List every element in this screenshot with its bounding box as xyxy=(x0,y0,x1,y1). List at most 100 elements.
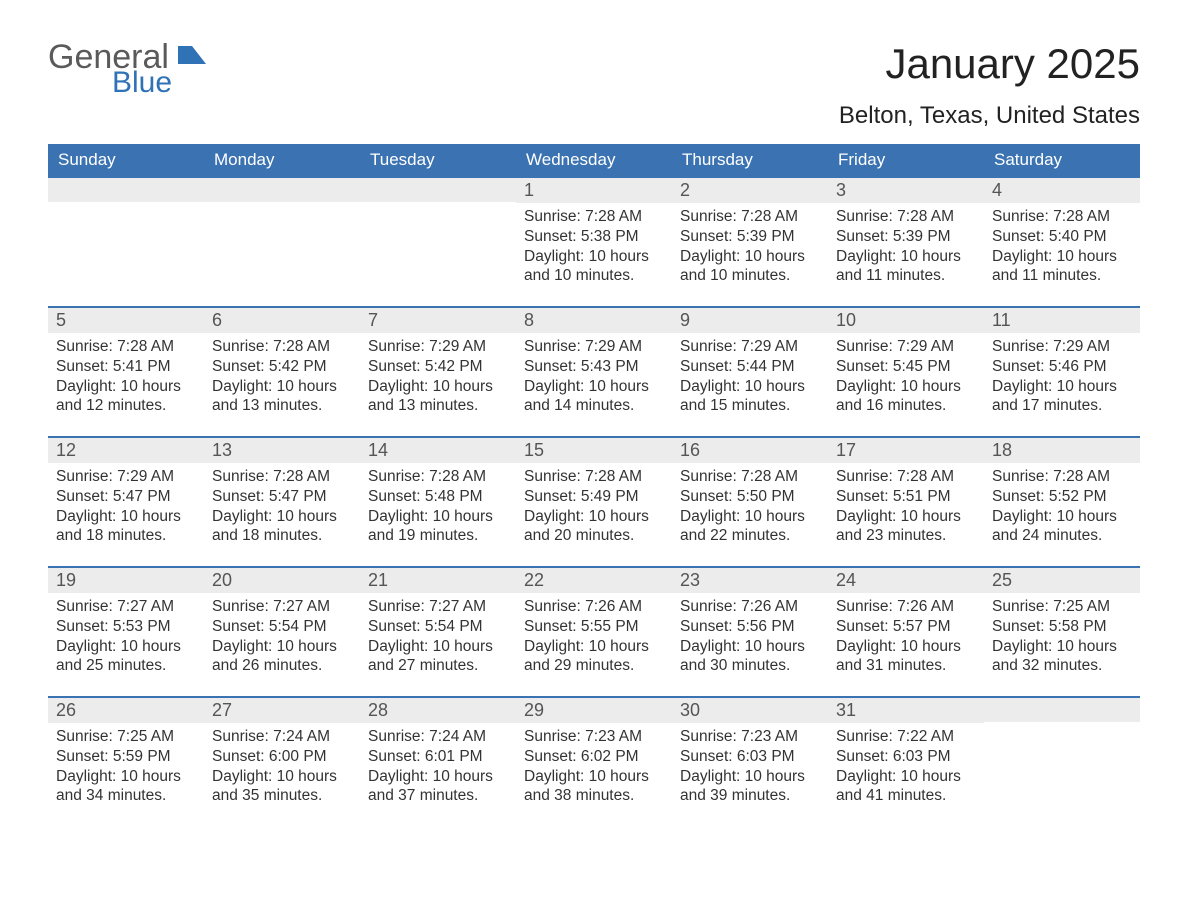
logo: General Blue xyxy=(48,40,206,98)
daylight2-line: and 34 minutes. xyxy=(56,786,196,806)
cell-body: Sunrise: 7:23 AMSunset: 6:03 PMDaylight:… xyxy=(672,723,828,816)
calendar-cell: 6Sunrise: 7:28 AMSunset: 5:42 PMDaylight… xyxy=(204,308,360,436)
sunset-line: Sunset: 5:57 PM xyxy=(836,617,976,637)
dayname-friday: Friday xyxy=(828,144,984,176)
daylight2-line: and 38 minutes. xyxy=(524,786,664,806)
daylight2-line: and 23 minutes. xyxy=(836,526,976,546)
daylight1-line: Daylight: 10 hours xyxy=(992,637,1132,657)
daylight2-line: and 41 minutes. xyxy=(836,786,976,806)
sunset-line: Sunset: 6:00 PM xyxy=(212,747,352,767)
calendar-cell: 7Sunrise: 7:29 AMSunset: 5:42 PMDaylight… xyxy=(360,308,516,436)
daylight1-line: Daylight: 10 hours xyxy=(836,247,976,267)
cell-body: Sunrise: 7:29 AMSunset: 5:43 PMDaylight:… xyxy=(516,333,672,426)
day-number xyxy=(48,178,204,202)
dayname-monday: Monday xyxy=(204,144,360,176)
sunrise-line: Sunrise: 7:28 AM xyxy=(524,467,664,487)
daylight2-line: and 25 minutes. xyxy=(56,656,196,676)
calendar-cell: 11Sunrise: 7:29 AMSunset: 5:46 PMDayligh… xyxy=(984,308,1140,436)
daylight2-line: and 10 minutes. xyxy=(680,266,820,286)
daylight1-line: Daylight: 10 hours xyxy=(524,377,664,397)
daylight1-line: Daylight: 10 hours xyxy=(524,767,664,787)
day-number: 4 xyxy=(984,178,1140,203)
daylight1-line: Daylight: 10 hours xyxy=(368,767,508,787)
week-row: 12Sunrise: 7:29 AMSunset: 5:47 PMDayligh… xyxy=(48,436,1140,566)
sunrise-line: Sunrise: 7:28 AM xyxy=(212,337,352,357)
day-number: 8 xyxy=(516,308,672,333)
calendar-cell xyxy=(48,178,204,306)
sunset-line: Sunset: 5:58 PM xyxy=(992,617,1132,637)
day-number: 29 xyxy=(516,698,672,723)
calendar-cell: 20Sunrise: 7:27 AMSunset: 5:54 PMDayligh… xyxy=(204,568,360,696)
cell-body: Sunrise: 7:26 AMSunset: 5:57 PMDaylight:… xyxy=(828,593,984,686)
sunrise-line: Sunrise: 7:29 AM xyxy=(680,337,820,357)
dayname-saturday: Saturday xyxy=(984,144,1140,176)
sunrise-line: Sunrise: 7:24 AM xyxy=(368,727,508,747)
dayname-sunday: Sunday xyxy=(48,144,204,176)
sunset-line: Sunset: 5:52 PM xyxy=(992,487,1132,507)
sunset-line: Sunset: 5:56 PM xyxy=(680,617,820,637)
day-number: 12 xyxy=(48,438,204,463)
sunrise-line: Sunrise: 7:28 AM xyxy=(680,207,820,227)
cell-body: Sunrise: 7:28 AMSunset: 5:47 PMDaylight:… xyxy=(204,463,360,556)
calendar-cell: 22Sunrise: 7:26 AMSunset: 5:55 PMDayligh… xyxy=(516,568,672,696)
daylight2-line: and 18 minutes. xyxy=(56,526,196,546)
daylight1-line: Daylight: 10 hours xyxy=(836,377,976,397)
calendar-cell: 31Sunrise: 7:22 AMSunset: 6:03 PMDayligh… xyxy=(828,698,984,826)
calendar-cell: 29Sunrise: 7:23 AMSunset: 6:02 PMDayligh… xyxy=(516,698,672,826)
sunrise-line: Sunrise: 7:28 AM xyxy=(992,207,1132,227)
daylight2-line: and 20 minutes. xyxy=(524,526,664,546)
day-number: 23 xyxy=(672,568,828,593)
cell-body: Sunrise: 7:28 AMSunset: 5:42 PMDaylight:… xyxy=(204,333,360,426)
calendar-cell: 30Sunrise: 7:23 AMSunset: 6:03 PMDayligh… xyxy=(672,698,828,826)
day-number: 1 xyxy=(516,178,672,203)
day-number: 24 xyxy=(828,568,984,593)
day-number: 2 xyxy=(672,178,828,203)
day-number: 17 xyxy=(828,438,984,463)
cell-body: Sunrise: 7:28 AMSunset: 5:38 PMDaylight:… xyxy=(516,203,672,296)
logo-blue: Blue xyxy=(112,68,172,98)
calendar-cell xyxy=(204,178,360,306)
daylight1-line: Daylight: 10 hours xyxy=(680,507,820,527)
calendar-cell xyxy=(984,698,1140,826)
sunset-line: Sunset: 5:38 PM xyxy=(524,227,664,247)
sunrise-line: Sunrise: 7:29 AM xyxy=(56,467,196,487)
cell-body: Sunrise: 7:24 AMSunset: 6:01 PMDaylight:… xyxy=(360,723,516,816)
daylight2-line: and 19 minutes. xyxy=(368,526,508,546)
sunset-line: Sunset: 5:54 PM xyxy=(368,617,508,637)
sunrise-line: Sunrise: 7:26 AM xyxy=(836,597,976,617)
sunset-line: Sunset: 5:50 PM xyxy=(680,487,820,507)
sunset-line: Sunset: 5:48 PM xyxy=(368,487,508,507)
daylight2-line: and 13 minutes. xyxy=(368,396,508,416)
daylight1-line: Daylight: 10 hours xyxy=(212,767,352,787)
daylight2-line: and 24 minutes. xyxy=(992,526,1132,546)
sunset-line: Sunset: 5:42 PM xyxy=(212,357,352,377)
day-number: 21 xyxy=(360,568,516,593)
daylight1-line: Daylight: 10 hours xyxy=(680,637,820,657)
day-number: 25 xyxy=(984,568,1140,593)
sunset-line: Sunset: 5:55 PM xyxy=(524,617,664,637)
sunrise-line: Sunrise: 7:28 AM xyxy=(56,337,196,357)
day-number: 11 xyxy=(984,308,1140,333)
calendar-cell: 2Sunrise: 7:28 AMSunset: 5:39 PMDaylight… xyxy=(672,178,828,306)
day-number: 20 xyxy=(204,568,360,593)
cell-body: Sunrise: 7:28 AMSunset: 5:40 PMDaylight:… xyxy=(984,203,1140,296)
sunrise-line: Sunrise: 7:28 AM xyxy=(992,467,1132,487)
month-title: January 2025 xyxy=(839,40,1140,88)
daylight1-line: Daylight: 10 hours xyxy=(992,247,1132,267)
sunset-line: Sunset: 5:49 PM xyxy=(524,487,664,507)
daylight2-line: and 10 minutes. xyxy=(524,266,664,286)
day-number xyxy=(204,178,360,202)
sunrise-line: Sunrise: 7:23 AM xyxy=(680,727,820,747)
day-number: 6 xyxy=(204,308,360,333)
day-number: 30 xyxy=(672,698,828,723)
daylight2-line: and 14 minutes. xyxy=(524,396,664,416)
cell-body: Sunrise: 7:28 AMSunset: 5:48 PMDaylight:… xyxy=(360,463,516,556)
calendar-cell: 3Sunrise: 7:28 AMSunset: 5:39 PMDaylight… xyxy=(828,178,984,306)
sunrise-line: Sunrise: 7:27 AM xyxy=(56,597,196,617)
daylight1-line: Daylight: 10 hours xyxy=(836,637,976,657)
logo-text: General Blue xyxy=(48,40,172,98)
day-number: 19 xyxy=(48,568,204,593)
sunset-line: Sunset: 5:51 PM xyxy=(836,487,976,507)
day-number: 5 xyxy=(48,308,204,333)
daylight1-line: Daylight: 10 hours xyxy=(680,247,820,267)
